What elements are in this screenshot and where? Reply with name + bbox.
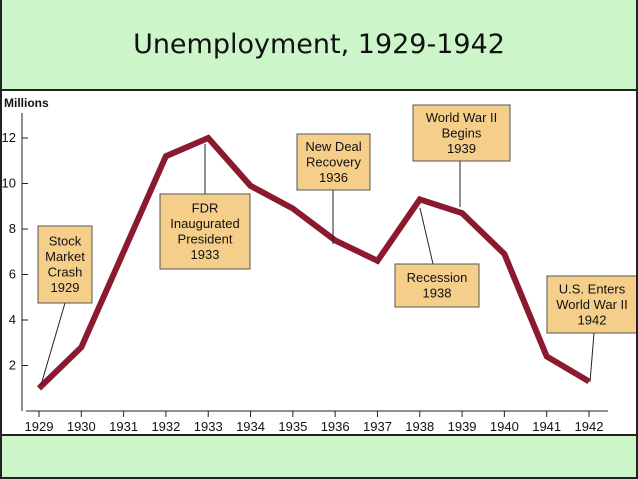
annotation-box	[159, 193, 251, 270]
annotation-text: 1933	[191, 247, 220, 262]
x-tick-label: 1936	[321, 419, 350, 434]
bottom-divider	[0, 434, 638, 436]
y-tick-label: 8	[9, 221, 16, 236]
y-tick-label: 2	[9, 358, 16, 373]
annotation-text: Inaugurated	[170, 216, 239, 231]
annotation-text: World War II	[556, 297, 628, 312]
unemployment-line	[36, 134, 591, 391]
y-tick-label: 10	[2, 176, 16, 191]
x-tick-label: 1932	[151, 419, 180, 434]
annotation-text: Recession	[407, 270, 468, 285]
y-axis-label: Millions	[4, 96, 49, 110]
annotation-text: President	[178, 232, 233, 247]
x-tick-label: 1931	[109, 419, 138, 434]
annotation-text: World War II	[426, 110, 498, 125]
annotation-box	[37, 225, 93, 304]
x-tick-label: 1940	[490, 419, 519, 434]
annotation-text: 1942	[578, 312, 607, 327]
x-tick-label: 1937	[363, 419, 392, 434]
x-tick-label: 1939	[448, 419, 477, 434]
annotation-text: FDR	[192, 201, 219, 216]
axes-layer: Millions 2 4 6 8 10 12 1929 1930 1931 1932 1933 1934…	[2, 96, 608, 434]
y-tick-label: 12	[2, 130, 16, 145]
annotation-leader	[40, 302, 66, 386]
annotation-box	[546, 275, 636, 334]
annotation-text: Stock	[49, 234, 82, 249]
y-tick-label: 6	[9, 267, 16, 282]
x-tick-label: 1930	[67, 419, 96, 434]
chart-panel: Millions 2 4 6 8 10 12 1929 1930 1931 1932 1933 1934…	[2, 91, 636, 434]
slide-title: Unemployment, 1929-1942	[133, 28, 505, 60]
annotation-leader	[589, 332, 595, 383]
x-tick-label: 1941	[532, 419, 561, 434]
x-tick-label: 1929	[25, 419, 54, 434]
annotation-leader	[419, 207, 434, 265]
x-tick-label: 1935	[278, 419, 307, 434]
annotation-text: 1938	[423, 286, 452, 301]
slide-frame-left	[0, 0, 2, 479]
x-tick-label: 1934	[236, 419, 265, 434]
unemployment-chart: Millions 2 4 6 8 10 12 1929 1930 1931 1932 1933 1934…	[2, 96, 636, 434]
annotation-text: Market	[45, 249, 85, 264]
y-tick-label: 4	[9, 312, 16, 327]
annotation-text: 1929	[51, 280, 80, 295]
annotation-text: U.S. Enters	[559, 281, 626, 296]
x-tick-label: 1933	[194, 419, 223, 434]
annotation-box	[412, 104, 511, 162]
annotation-text: Crash	[48, 265, 83, 280]
x-tick-label: 1942	[575, 419, 604, 434]
annotation-text: Begins	[442, 125, 482, 140]
slide-frame-bottom	[0, 477, 638, 479]
annotation-text: New Deal	[305, 139, 361, 154]
annotation-text: 1936	[319, 170, 348, 185]
x-tick-label: 1938	[405, 419, 434, 434]
slide-frame-right	[636, 0, 638, 479]
annotation-text: Recovery	[306, 154, 361, 169]
annotation-box	[296, 133, 371, 191]
annotation-box	[394, 263, 480, 308]
series-layer	[36, 134, 591, 391]
annotation-text: 1939	[447, 141, 476, 156]
title-divider	[0, 89, 638, 91]
